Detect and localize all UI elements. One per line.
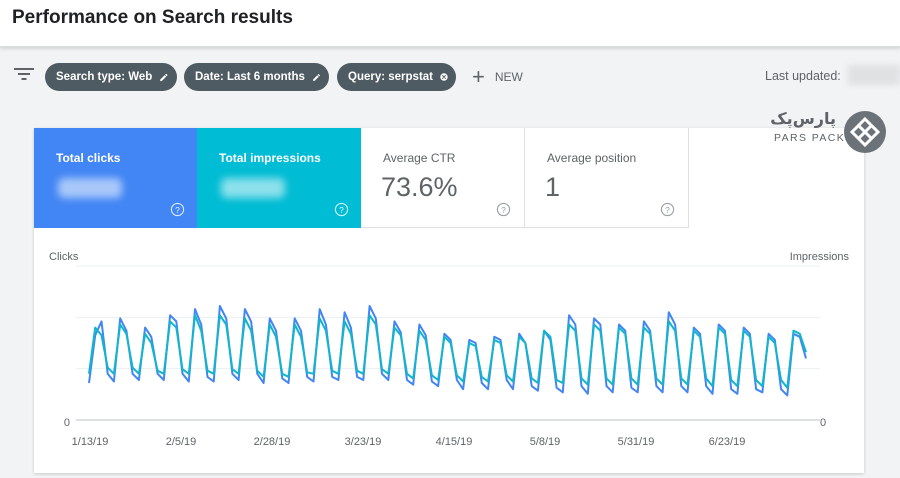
metric-label: Average CTR xyxy=(383,151,456,165)
page-title: Performance on Search results xyxy=(12,7,293,28)
last-updated-label: Last updated: xyxy=(765,69,841,83)
title-bar: Performance on Search results xyxy=(0,0,900,47)
svg-text:?: ? xyxy=(665,205,670,215)
svg-text:?: ? xyxy=(501,205,506,215)
chip-query[interactable]: Query: serpstat xyxy=(337,63,456,91)
x-tick-label: 4/15/19 xyxy=(436,436,473,448)
plus-icon: + xyxy=(472,64,485,89)
x-tick-label: 5/8/19 xyxy=(530,436,561,448)
last-updated-value-redacted xyxy=(848,65,900,85)
right-axis-label: Impressions xyxy=(790,251,850,263)
metric-value: 73.6% xyxy=(381,172,458,202)
x-tick-label: 2/5/19 xyxy=(166,436,197,448)
performance-chart-svg: Clicks Impressions 1/13/19 2/5/19 2/28/19 3… xyxy=(49,251,850,448)
svg-text:?: ? xyxy=(175,205,180,215)
chip-search-type[interactable]: Search type: Web xyxy=(45,63,177,91)
metric-label: Total clicks xyxy=(56,151,121,165)
metric-total-impressions[interactable]: Total impressions ? xyxy=(197,128,361,228)
left-axis-label: Clicks xyxy=(49,251,79,263)
x-tick-label: 1/13/19 xyxy=(72,436,109,448)
chip-label: Query: serpstat xyxy=(348,71,434,83)
performance-chart: Clicks Impressions 1/13/19 2/5/19 2/28/19 3… xyxy=(34,236,864,473)
parspack-logo: پارس‌پک PARS PACK xyxy=(770,108,890,154)
metric-value-redacted xyxy=(58,178,122,198)
x-tick-label: 2/28/19 xyxy=(254,436,291,448)
chip-label: Date: Last 6 months xyxy=(195,71,305,83)
logo-text-fa: پارس‌پک xyxy=(770,111,836,128)
help-icon[interactable]: ? xyxy=(496,202,511,217)
metric-label: Average position xyxy=(547,151,637,165)
metric-total-clicks[interactable]: Total clicks ? xyxy=(34,128,197,228)
parspack-logo-mark-icon xyxy=(844,111,886,153)
x-tick-label: 5/31/19 xyxy=(618,436,655,448)
edit-icon[interactable] xyxy=(159,71,169,84)
filter-icon[interactable] xyxy=(14,67,34,81)
clicks-series-line xyxy=(88,305,807,397)
new-filter-label: NEW xyxy=(494,70,523,84)
left-axis-zero-label: 0 xyxy=(64,417,70,429)
chip-date[interactable]: Date: Last 6 months xyxy=(184,63,329,91)
impressions-series-line xyxy=(88,314,807,389)
metric-average-position[interactable]: Average position 1 ? xyxy=(525,128,689,228)
chip-label: Search type: Web xyxy=(56,71,153,83)
x-tick-label: 6/23/19 xyxy=(709,436,746,448)
x-tick-label: 3/23/19 xyxy=(345,436,382,448)
metric-average-ctr[interactable]: Average CTR 73.6% ? xyxy=(361,128,525,228)
metric-label: Total impressions xyxy=(219,151,321,165)
new-filter-button[interactable]: + NEW xyxy=(472,63,523,91)
logo-text-en: PARS PACK xyxy=(774,132,846,144)
edit-icon[interactable] xyxy=(312,71,321,84)
metric-value-redacted xyxy=(221,178,285,198)
metric-value: 1 xyxy=(545,172,561,202)
help-icon[interactable]: ? xyxy=(660,202,675,217)
right-axis-zero-label: 0 xyxy=(820,417,826,429)
performance-card: Total clicks ? Total impressions ? Avera… xyxy=(34,128,864,473)
help-icon[interactable]: ? xyxy=(334,202,349,217)
remove-icon[interactable] xyxy=(440,70,448,84)
help-icon[interactable]: ? xyxy=(170,202,185,217)
svg-text:?: ? xyxy=(339,205,344,215)
filter-bar: Search type: Web Date: Last 6 months Que… xyxy=(0,47,900,103)
